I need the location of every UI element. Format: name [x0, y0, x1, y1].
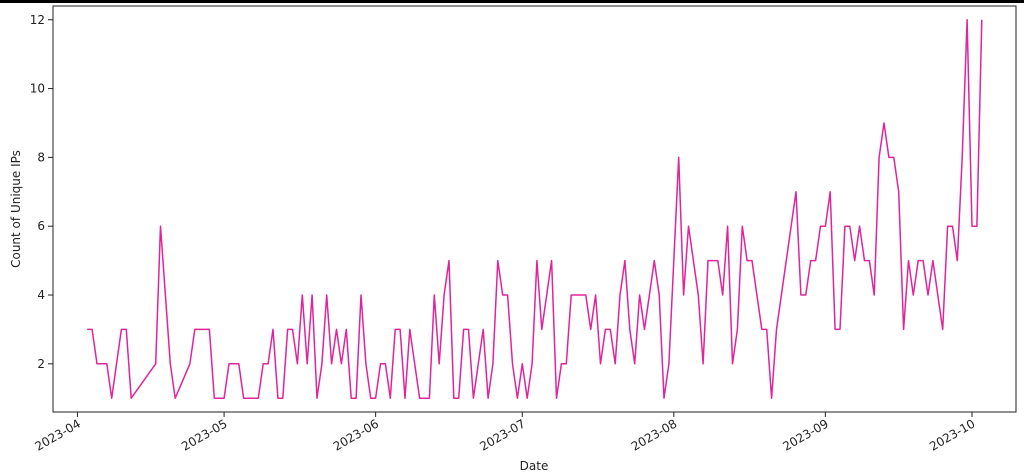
y-axis-label: Count of Unique IPs — [9, 150, 23, 268]
y-tick-label: 4 — [37, 288, 45, 302]
series-line — [87, 19, 983, 399]
x-axis-label: Date — [520, 459, 549, 473]
y-axis-ticks: 2 4 6 8 10 12 — [30, 13, 53, 371]
x-tick-label: 2023-09 — [780, 416, 830, 453]
plot-area — [87, 19, 983, 399]
plot-frame — [52, 5, 1017, 413]
x-tick-label: 2023-07 — [477, 416, 527, 453]
x-tick-label: 2023-06 — [331, 416, 381, 453]
x-tick-label: 2023-10 — [927, 416, 977, 453]
y-tick-label: 10 — [30, 82, 45, 96]
y-tick-label: 12 — [30, 13, 45, 27]
plot-background — [53, 6, 1016, 412]
y-tick-label: 6 — [37, 219, 45, 233]
y-tick-label: 2 — [37, 357, 45, 371]
y-tick-label: 8 — [37, 150, 45, 164]
x-tick-label: 2023-08 — [629, 416, 679, 453]
x-axis-ticks: 2023-04 2023-05 2023-06 2023-07 2023-08 2023-… — [33, 412, 978, 454]
x-tick-label: 2023-04 — [33, 416, 83, 453]
window-top-border — [0, 0, 1024, 3]
x-tick-label: 2023-05 — [179, 416, 229, 453]
